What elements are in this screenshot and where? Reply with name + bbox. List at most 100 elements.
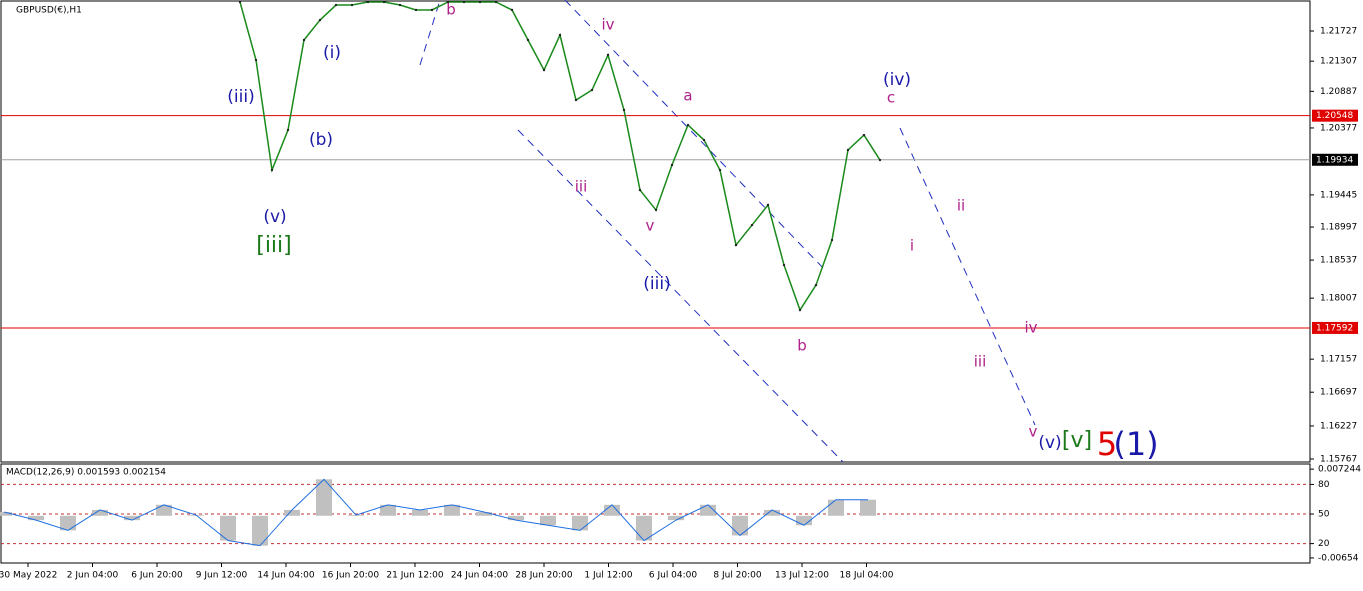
macd-bar [60,515,76,531]
macd-tick-label: -0.00654 [1318,553,1359,563]
price-point [750,223,754,227]
price-point [686,123,690,127]
wave-label: ii [957,197,965,215]
price-point [382,0,386,4]
wave-label: iv [601,16,614,34]
wave-label: [v] [1062,428,1092,453]
price-point [622,108,626,112]
channel-lines [419,0,1036,463]
level-box [1312,109,1358,122]
macd-bar [508,515,524,521]
price-point [350,3,354,7]
macd-bar [860,499,876,516]
price-point [398,3,402,7]
price-point [526,38,530,42]
x-tick-label: 9 Jun 12:00 [196,571,248,581]
macd-bar [124,515,140,521]
price-point [254,58,258,62]
price-point [430,8,434,12]
wave-label: c [887,89,895,107]
macd-title: MACD(12,26,9) 0.001593 0.002154 [6,468,166,478]
macd-bar [28,515,44,521]
wave-label: b [797,337,807,355]
y-tick-label: 1.17157 [1320,355,1357,365]
wave-label: [iii] [256,233,292,258]
price-point [702,138,706,142]
y-tick-label: 1.16227 [1320,421,1357,431]
macd-bar [540,515,556,526]
price-point [830,238,834,242]
x-tick-label: 14 Jun 04:00 [257,571,314,581]
price-point [798,308,802,312]
x-tick-label: 6 Jul 04:00 [649,571,698,581]
macd-bar [828,499,844,516]
price-point [606,53,610,57]
macd-bar [732,515,748,536]
x-tick-label: 21 Jun 12:00 [386,571,443,581]
y-tick-label: 1.18537 [1320,256,1357,266]
main-panel [0,0,1311,463]
price-point [446,0,450,4]
y-tick-label: 1.21307 [1320,57,1357,67]
symbol-title: GBPUSD(€),H1 [16,6,82,16]
price-point [670,163,674,167]
price-point [366,0,370,4]
level-label: 1.17592 [1316,323,1353,333]
wave-label: (iii) [643,274,670,294]
macd-bar [572,515,588,531]
wave-label: v [1029,423,1038,441]
y-tick-label: 1.20887 [1320,87,1357,97]
x-tick-label: 30 May 2022 [0,571,57,581]
macd-bar [412,509,428,516]
wave-label: iii [974,353,987,371]
x-tick-label: 16 Jun 20:00 [322,571,379,581]
macd-bar [284,509,300,516]
y-tick-label: 1.19445 [1320,190,1357,200]
wave-label: v [646,217,655,235]
price-point [814,283,818,287]
wave-label: a [683,87,692,105]
x-tick-label: 1 Jul 12:00 [584,571,633,581]
wave-label: (iv) [883,70,911,90]
price-point [494,0,498,4]
wave-label: (v) [1038,433,1061,453]
macd-bar [636,515,652,541]
y-tick-label: 1.18997 [1320,223,1357,233]
macd-bar [220,515,236,541]
macd-bar [700,504,716,516]
level-label: 1.20548 [1316,111,1353,121]
macd-bar [156,504,172,516]
price-point [542,68,546,72]
price-point [462,0,466,4]
macd-bar [476,511,492,516]
price-point [846,148,850,152]
level-box [1312,153,1358,166]
price-point [574,98,578,102]
price-point [862,133,866,137]
price-point [782,263,786,267]
level-label: 1.19934 [1316,155,1353,165]
macd-bar [668,515,684,521]
price-point [286,128,290,132]
x-tick-label: 28 Jun 20:00 [515,571,572,581]
y-tick-label: 1.20377 [1320,123,1357,133]
macd-bar [92,509,108,516]
macd-bar [0,511,12,516]
wave-label: (v) [263,207,286,227]
x-tick-label: 24 Jun 04:00 [451,571,508,581]
macd-bar [764,509,780,516]
price-point [302,38,306,42]
macd-tick-label: 50 [1318,510,1330,520]
price-point [334,3,338,7]
macd-tick-label: 20 [1318,539,1330,549]
wave-label: iii [575,178,588,196]
macd-line [3,478,868,547]
macd-bar [444,504,460,516]
macd-tick-label: 80 [1318,480,1330,490]
level-box [1312,321,1358,334]
wave-label: i [910,237,914,255]
price-point [766,203,770,207]
x-tick-label: 8 Jul 20:00 [713,571,762,581]
